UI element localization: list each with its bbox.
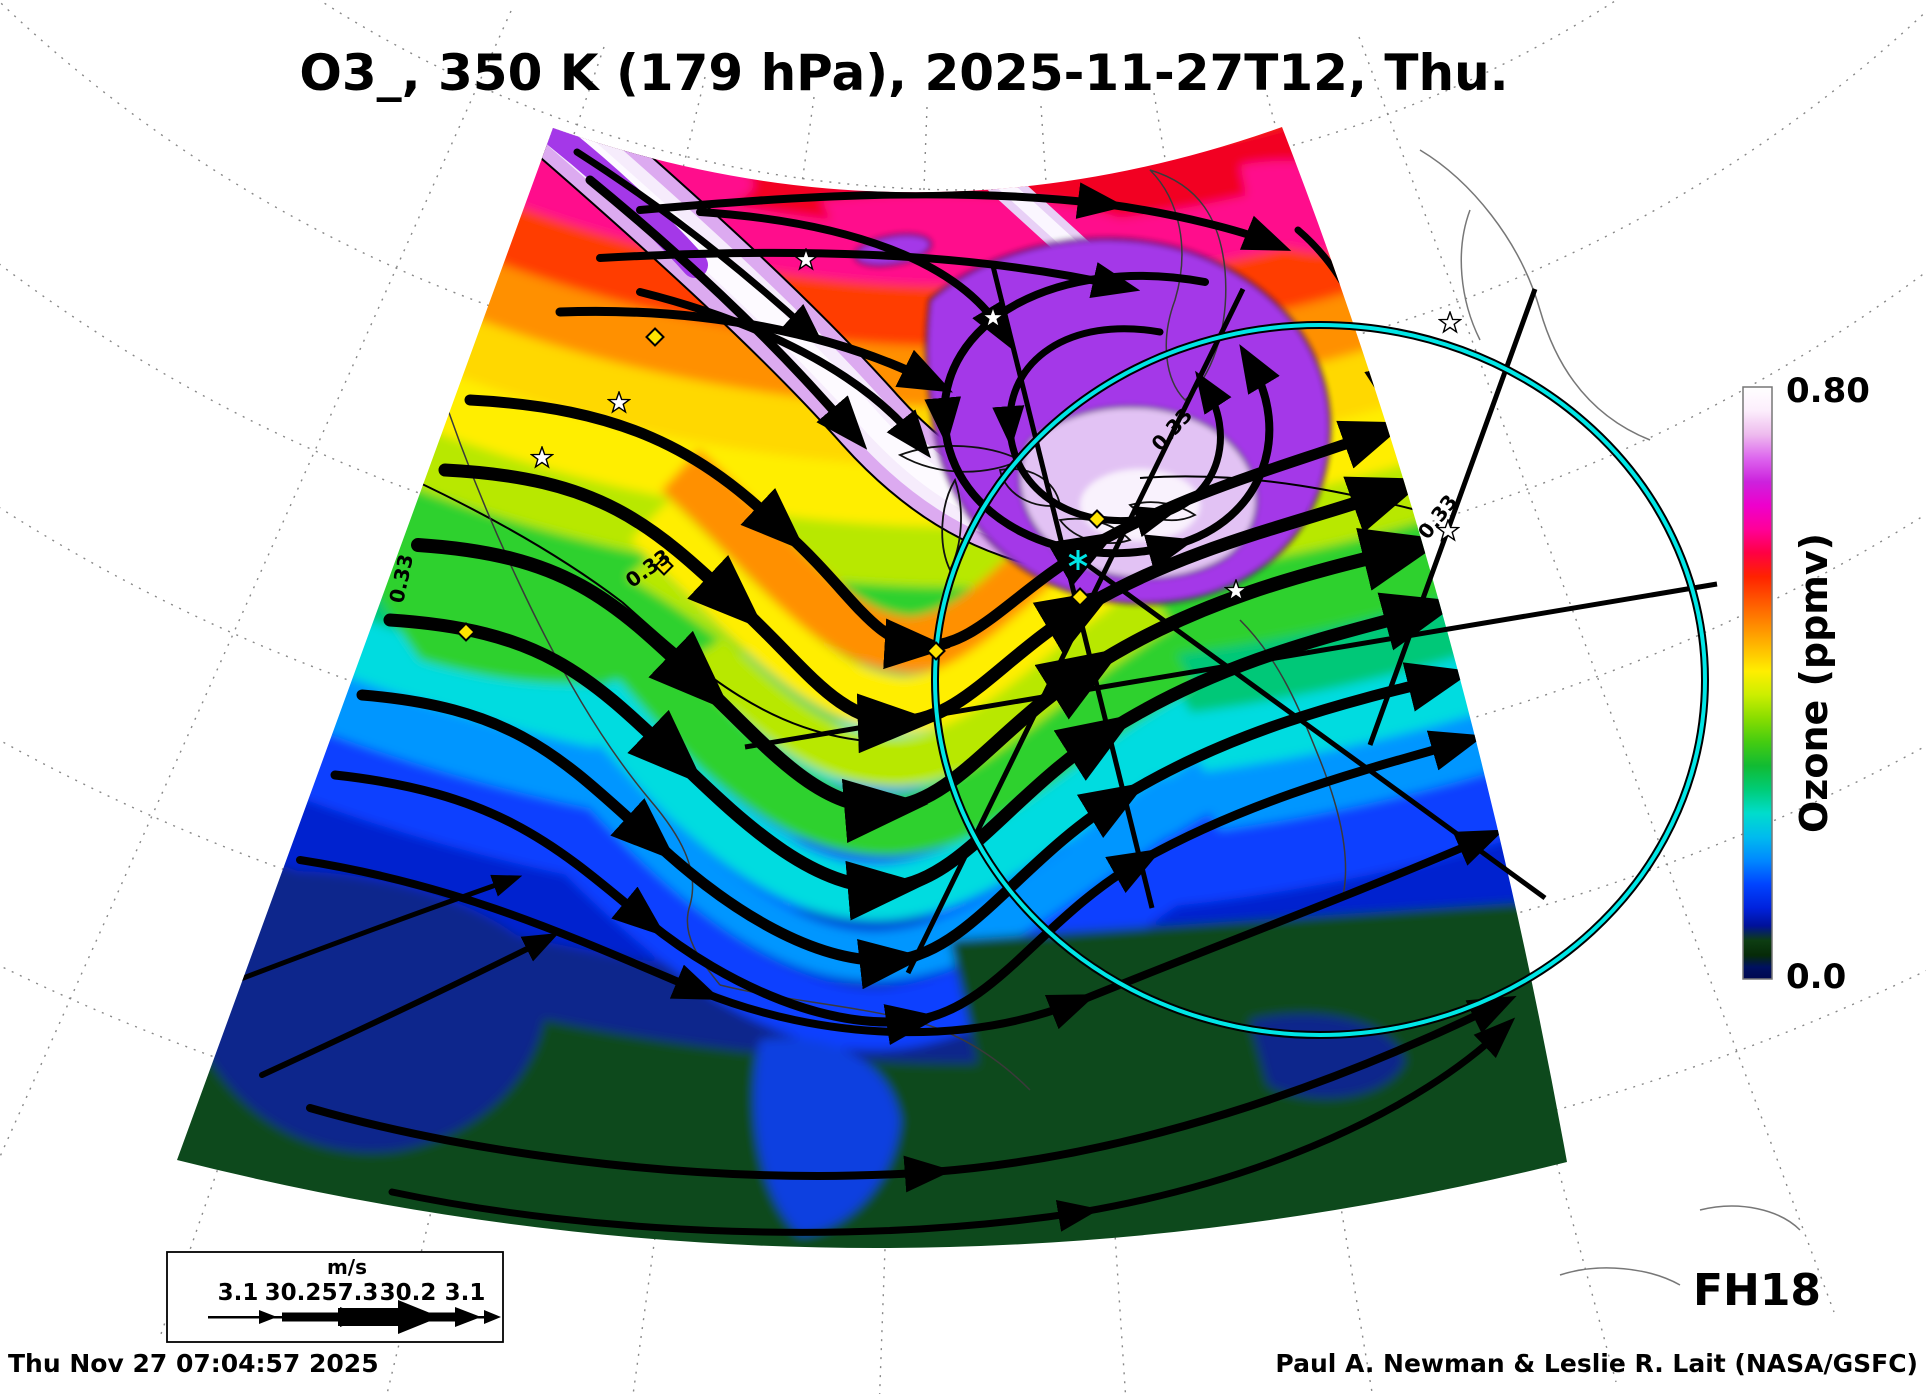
colorbar-gradient [1742,386,1773,980]
cyan-asterisk-marker [1067,550,1089,570]
streamline [596,248,1141,298]
streamline [259,933,559,1078]
streamline [555,306,953,393]
streamline [696,208,1013,350]
legend-speed-2: 57.3 [322,1280,379,1306]
graticule-meridian [1358,36,1835,1313]
forecast-hour-label: FH18 [1693,1265,1821,1316]
colorbar-min-label: 0.0 [1786,957,1846,997]
ozone-field [177,127,1567,1249]
streamline [235,874,523,983]
flight-track-lines [744,261,1718,975]
legend-speed-3: 30.2 [380,1280,437,1306]
legend-speed-4: 3.1 [445,1280,486,1306]
colorbar-axis-label: Ozone (ppmv) [1792,533,1836,833]
track-line [1076,555,1547,901]
graticule-meridian [0,10,512,1159]
timestamp: Thu Nov 27 07:04:57 2025 [8,1349,379,1378]
range-ring-circle [931,321,1709,1039]
legend-box [166,1251,504,1343]
plot-title: O3_, 350 K (179 hPa), 2025-11-27T12, Thu… [299,44,1508,102]
colorbar-max-label: 0.80 [1786,371,1870,411]
ozone-colorbar: 0.80 0.0 Ozone (ppmv) [1742,371,1870,997]
streamline [585,175,868,450]
track-line [905,287,1246,975]
legend-units: m/s [327,1255,367,1279]
wind-speed-legend: m/s 3.1 30.2 57.3 30.2 3.1 [166,1251,504,1343]
outside-coastlines [1419,149,1801,1286]
cyan-asterisk [1068,553,1088,567]
track-line [989,261,1155,909]
credit: Paul A. Newman & Leslie R. Lait (NASA/GS… [1275,1349,1918,1378]
track-line [1367,288,1538,746]
legend-speed-1: 30.2 [265,1280,322,1306]
streamline [296,829,1505,1037]
star-marker [1438,311,1462,333]
legend-arrow-glyph [208,1300,501,1334]
streamline [636,288,932,459]
track-line [744,581,1718,750]
legend-speed-0: 3.1 [218,1280,259,1306]
wind-streamlines [235,148,1517,1236]
streamline [636,182,1292,251]
streamline [573,148,824,345]
streamline [388,1017,1516,1236]
